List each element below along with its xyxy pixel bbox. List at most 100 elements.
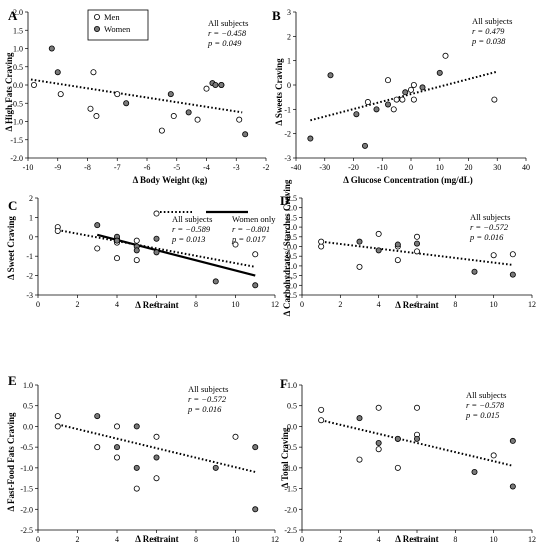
data-point-women [361, 142, 368, 149]
x-axis-label: Δ Glucose Concentration (mg/dL) [343, 175, 472, 185]
data-point-men [490, 252, 497, 259]
data-point-women [167, 91, 174, 98]
data-point-women [413, 240, 420, 247]
x-tick-label: 10 [490, 535, 498, 544]
data-point-women [242, 131, 249, 138]
x-tick-label: 6 [415, 300, 419, 309]
data-point-men [236, 116, 243, 123]
y-axis-label: Δ Sweets Craving [274, 58, 284, 126]
x-tick-label: -8 [84, 163, 91, 172]
data-point-women [353, 111, 360, 118]
data-point-men [232, 433, 239, 440]
data-point-men [133, 485, 140, 492]
y-tick-label: -3 [284, 154, 291, 163]
data-point-men [133, 257, 140, 264]
y-tick-label: 2.0 [13, 8, 23, 17]
x-tick-label: -40 [291, 163, 302, 172]
data-point-men [364, 99, 371, 106]
y-tick-label: 0.5 [287, 402, 297, 411]
data-point-women [471, 268, 478, 275]
x-tick-label: 2 [338, 300, 342, 309]
data-point-men [509, 251, 516, 258]
x-tick-label: -10 [23, 163, 34, 172]
x-tick-label: -4 [203, 163, 210, 172]
data-point-men [413, 233, 420, 240]
data-point-men [390, 106, 397, 113]
y-tick-label: -3 [26, 291, 33, 300]
y-tick-label: -0.5 [10, 99, 23, 108]
data-point-women [133, 423, 140, 430]
x-tick-label: -30 [319, 163, 330, 172]
stats-line: p = 0.013 [171, 234, 205, 244]
data-point-women [212, 278, 219, 285]
y-tick-label: -2.5 [284, 526, 297, 535]
y-tick-label: 2 [287, 32, 291, 41]
data-point-men [394, 464, 401, 471]
data-point-men [393, 96, 400, 103]
data-point-men [407, 86, 414, 93]
x-tick-label: 30 [493, 163, 501, 172]
data-point-women [133, 464, 140, 471]
y-tick-label: 0.0 [23, 422, 33, 431]
data-point-women [48, 45, 55, 52]
x-tick-label: 12 [271, 535, 279, 544]
data-point-men [94, 444, 101, 451]
data-point-men [54, 413, 61, 420]
data-point-men [153, 475, 160, 482]
data-point-women [356, 415, 363, 422]
trendline-all-subjects [320, 419, 514, 467]
panel-label: B [272, 8, 281, 23]
data-point-men [375, 230, 382, 237]
x-tick-label: -5 [173, 163, 180, 172]
x-tick-label: 10 [436, 163, 444, 172]
y-tick-label: 2 [29, 194, 33, 203]
stats-line: p = 0.016 [469, 232, 504, 242]
y-tick-label: -1.0 [284, 262, 297, 271]
y-tick-label: -2.5 [284, 291, 297, 300]
data-point-men [153, 210, 160, 217]
y-axis-label: Δ High Fats Craving [4, 52, 14, 131]
data-point-women [402, 89, 409, 96]
y-tick-label: -1.5 [20, 485, 33, 494]
stats-title: All subjects [208, 18, 248, 28]
x-tick-label: 4 [377, 535, 381, 544]
x-tick-label: 10 [232, 300, 240, 309]
panel-label: A [8, 8, 18, 23]
x-tick-label: 4 [115, 300, 119, 309]
x-tick-label: 12 [271, 300, 279, 309]
y-tick-label: 1.5 [287, 213, 297, 222]
data-point-men [252, 251, 259, 258]
y-tick-label: 0.0 [287, 422, 297, 431]
data-point-women [252, 282, 259, 289]
legend-marker-men [94, 13, 101, 20]
y-axis-label: Δ Fast-Food Fats Craving [6, 412, 16, 511]
stats-title: All subjects [472, 16, 512, 26]
data-point-men [54, 423, 61, 430]
data-point-women [185, 109, 192, 116]
data-point-women [413, 435, 420, 442]
data-point-men [170, 113, 177, 120]
data-point-men [94, 245, 101, 252]
data-point-men [93, 113, 100, 120]
x-tick-label: 40 [522, 163, 530, 172]
data-point-men [232, 241, 239, 248]
data-point-women [94, 222, 101, 229]
data-point-women [153, 454, 160, 461]
x-tick-label: 6 [415, 535, 419, 544]
x-tick-label: 10 [490, 300, 498, 309]
y-tick-label: -1.5 [284, 485, 297, 494]
y-tick-label: -1 [26, 252, 33, 261]
y-tick-label: 0.5 [287, 233, 297, 242]
data-point-men [114, 423, 121, 430]
y-tick-label: 1.0 [287, 381, 297, 390]
data-point-men [90, 69, 97, 76]
data-point-women [123, 100, 130, 107]
stats-line: r = −0.578 [466, 400, 505, 410]
data-point-men [54, 227, 61, 234]
trendline-all-subjects [57, 423, 256, 473]
y-tick-label: -0.5 [284, 443, 297, 452]
x-tick-label: 2 [76, 300, 80, 309]
chart-panel-d: D -2.5-2.0-1.5-1.0-0.50.00.51.01.52.02.5 0… [280, 179, 536, 316]
y-tick-label: 1.0 [287, 223, 297, 232]
y-tick-label: 1.0 [13, 45, 23, 54]
